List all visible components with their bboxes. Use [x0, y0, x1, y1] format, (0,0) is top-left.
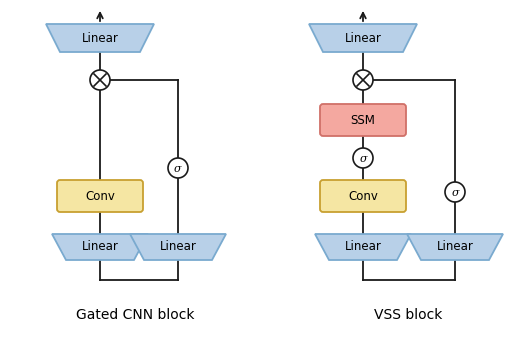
Text: SSM: SSM	[350, 113, 375, 127]
Polygon shape	[46, 24, 154, 52]
Text: σ: σ	[451, 188, 459, 198]
Text: Linear: Linear	[160, 240, 197, 253]
FancyBboxPatch shape	[320, 104, 406, 136]
Text: Conv: Conv	[348, 190, 378, 203]
Circle shape	[90, 70, 110, 90]
Circle shape	[353, 70, 373, 90]
Text: Conv: Conv	[85, 190, 115, 203]
FancyBboxPatch shape	[320, 180, 406, 212]
FancyBboxPatch shape	[57, 180, 143, 212]
Text: Linear: Linear	[82, 240, 118, 253]
Text: Linear: Linear	[344, 32, 382, 45]
Text: Linear: Linear	[344, 240, 382, 253]
Circle shape	[353, 148, 373, 168]
Polygon shape	[309, 24, 417, 52]
Polygon shape	[130, 234, 226, 260]
Text: σ: σ	[359, 153, 367, 164]
Text: Linear: Linear	[82, 32, 118, 45]
Polygon shape	[407, 234, 503, 260]
Text: Gated CNN block: Gated CNN block	[76, 308, 195, 322]
Polygon shape	[315, 234, 411, 260]
Polygon shape	[52, 234, 148, 260]
Text: Linear: Linear	[437, 240, 473, 253]
Text: σ: σ	[174, 164, 182, 174]
Text: VSS block: VSS block	[374, 308, 442, 322]
Circle shape	[445, 182, 465, 202]
Circle shape	[168, 158, 188, 178]
